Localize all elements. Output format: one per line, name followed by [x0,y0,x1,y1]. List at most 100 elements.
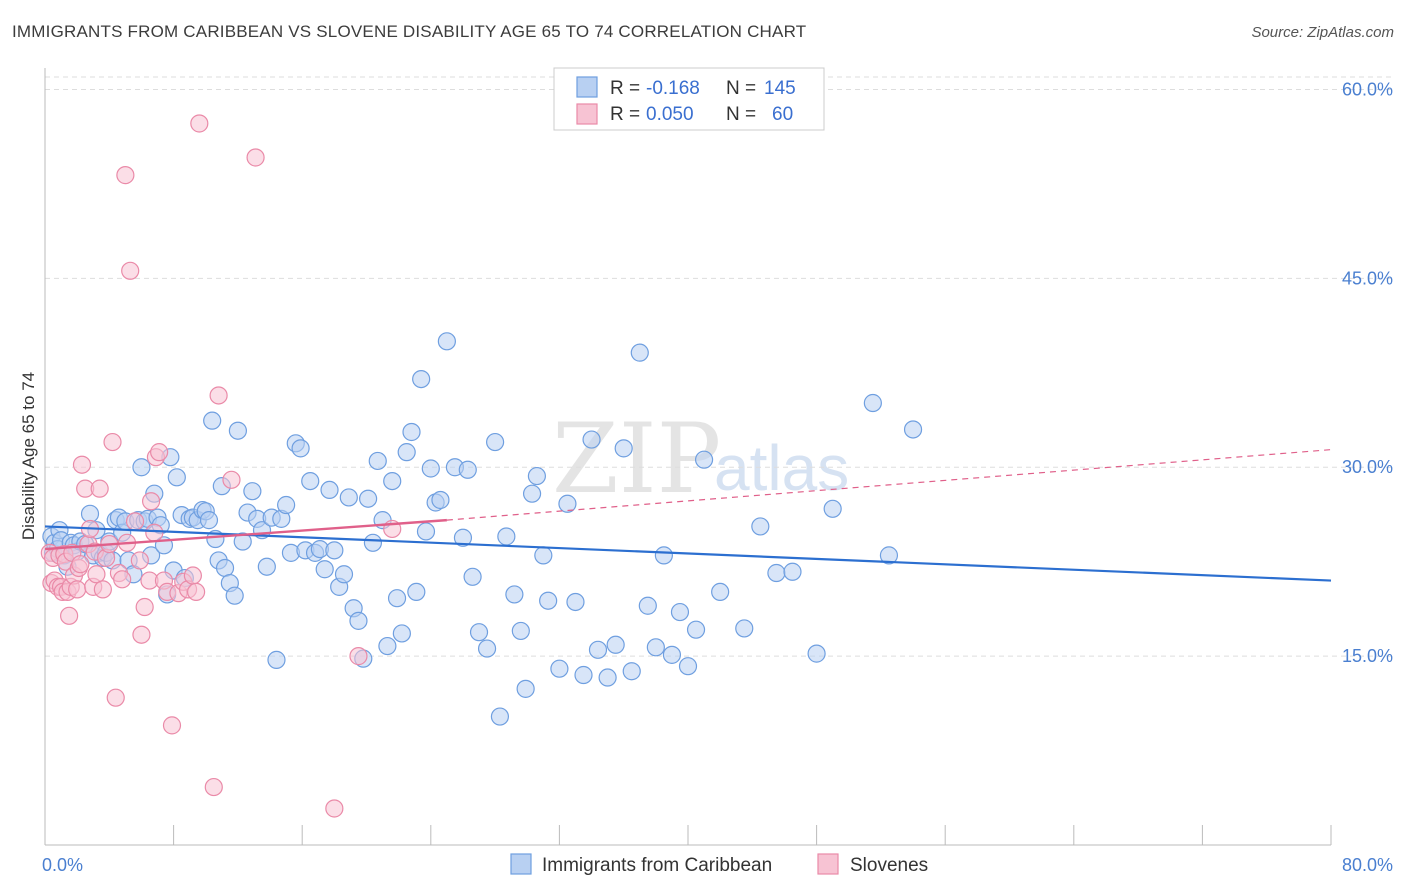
point-caribbean [582,430,601,449]
point-caribbean [469,623,489,642]
point-caribbean [421,459,440,478]
point-slovene [325,799,344,818]
point-caribbean [463,567,482,586]
trend-lines [44,449,1332,582]
point-caribbean [132,458,151,477]
point-slovene [113,570,132,589]
legend-swatch-blue [576,76,598,98]
y-axis-title: Disability Age 65 to 74 [19,372,38,540]
y-tick-labels: 15.0% 30.0% 45.0% 60.0% [1342,79,1393,666]
point-slovene [103,432,122,452]
point-slovene [141,492,161,511]
point-caribbean [233,532,252,551]
trend-line-caribbean [44,525,1332,582]
point-caribbean [783,562,802,581]
point-caribbean [412,369,431,389]
point-caribbean [203,411,222,430]
point-slovene [106,688,125,707]
legend-r-label-1: R = [610,78,640,99]
legend-n-value-1: 145 [764,78,796,99]
point-caribbean [359,489,378,508]
point-caribbean [363,533,383,552]
point-caribbean [638,596,657,615]
point-caribbean [662,645,682,664]
point-caribbean [823,499,842,518]
point-caribbean [301,471,320,491]
point-slovene [187,582,206,602]
point-caribbean [407,582,426,602]
point-caribbean [402,422,421,442]
point-caribbean [392,624,411,643]
point-slovene [135,597,154,617]
x-tick-label: 0.0% [42,855,83,875]
y-tick-label: 15.0% [1342,646,1393,666]
point-caribbean [453,528,473,547]
y-tick-label: 30.0% [1342,457,1393,477]
point-caribbean [257,557,276,576]
point-caribbean [574,665,593,685]
legend-bottom-swatch-blue [510,853,532,875]
point-caribbean [534,546,553,565]
point-slovene [125,512,145,531]
x-tick-labels: 0.0% 80.0% [42,855,1393,875]
point-caribbean [516,679,535,698]
watermark-atlas: atlas [714,432,849,504]
point-slovene [204,777,223,797]
point-slovene [162,716,182,735]
point-caribbean [539,591,558,610]
point-slovene [71,555,90,574]
legend-n-value-2: 60 [772,104,793,125]
y-tick-label: 60.0% [1342,79,1393,99]
point-caribbean [606,635,625,654]
point-caribbean [879,546,899,565]
legend-stats: R = -0.168 N = 145 R = 0.050 N = 60 [553,67,825,131]
watermark-zip: ZIP [552,403,721,515]
point-caribbean [267,650,286,669]
point-caribbean [378,636,397,656]
trend-line-slovenes [44,518,447,551]
point-slovene [349,647,368,666]
point-slovene [222,470,241,489]
point-caribbean [558,494,577,513]
point-caribbean [458,460,477,479]
y-tick-label: 45.0% [1342,268,1393,288]
x-tick-label: 80.0% [1342,855,1393,875]
point-caribbean [678,657,698,676]
point-caribbean [334,565,354,584]
legend-r-value-2: 0.050 [646,104,694,125]
point-caribbean [903,420,923,439]
point-slovene [209,386,228,405]
point-caribbean [490,707,510,726]
point-caribbean [486,432,505,452]
series-immigrants-from-caribbean [42,332,923,726]
point-slovene [121,261,140,280]
point-caribbean [320,480,339,500]
point-caribbean [167,468,186,487]
point-caribbean [686,620,706,639]
legend-bottom-label-pink: Slovenes [850,855,928,876]
point-caribbean [277,495,296,515]
point-caribbean [243,482,262,501]
point-caribbean [416,522,436,541]
point-caribbean [694,450,714,469]
source-label: Source: ZipAtlas.com [1251,24,1394,41]
point-caribbean [215,558,235,578]
point-caribbean [431,490,450,510]
axes [44,68,1332,846]
point-slovene [87,565,106,584]
gridlines [45,76,1395,657]
point-caribbean [315,560,334,579]
point-caribbean [383,471,402,491]
point-caribbean [387,589,407,608]
point-caribbean [368,451,387,471]
point-slovene [150,443,169,462]
point-caribbean [437,332,456,351]
point-caribbean [654,546,673,565]
legend-swatch-pink [576,103,598,125]
point-caribbean [522,484,542,503]
point-caribbean [199,511,219,530]
point-caribbean [80,504,100,523]
point-caribbean [735,619,754,638]
point-caribbean [670,602,690,622]
